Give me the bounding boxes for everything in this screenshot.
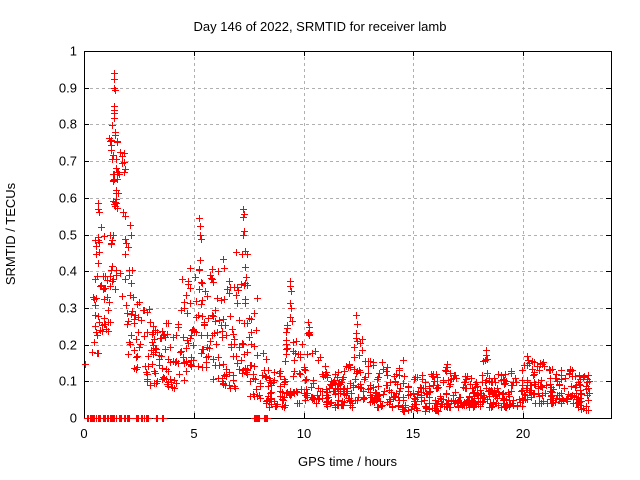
y-tick-label: 0.1 bbox=[59, 374, 77, 389]
y-axis-label: SRMTID / TECUs bbox=[3, 182, 18, 286]
y-tick-label: 0.6 bbox=[59, 191, 77, 206]
y-tick-label: 0.3 bbox=[59, 301, 77, 316]
y-tick-label: 0 bbox=[70, 411, 77, 426]
y-tick-label: 0.7 bbox=[59, 154, 77, 169]
y-tick-label: 1 bbox=[70, 44, 77, 59]
x-axis-label: GPS time / hours bbox=[298, 454, 397, 469]
x-tick-label: 0 bbox=[80, 426, 87, 441]
x-tick-label: 15 bbox=[406, 426, 420, 441]
y-tick-label: 0.2 bbox=[59, 338, 77, 353]
x-tick-label: 20 bbox=[516, 426, 530, 441]
y-tick-label: 0.9 bbox=[59, 81, 77, 96]
x-tick-label: 10 bbox=[297, 426, 311, 441]
y-tick-label: 0.5 bbox=[59, 228, 77, 243]
x-tick-label: 5 bbox=[190, 426, 197, 441]
y-tick-label: 0.4 bbox=[59, 264, 77, 279]
chart-title: Day 146 of 2022, SRMTID for receiver lam… bbox=[193, 19, 447, 34]
y-tick-label: 0.8 bbox=[59, 117, 77, 132]
scatter-points-srmtid bbox=[82, 70, 593, 422]
